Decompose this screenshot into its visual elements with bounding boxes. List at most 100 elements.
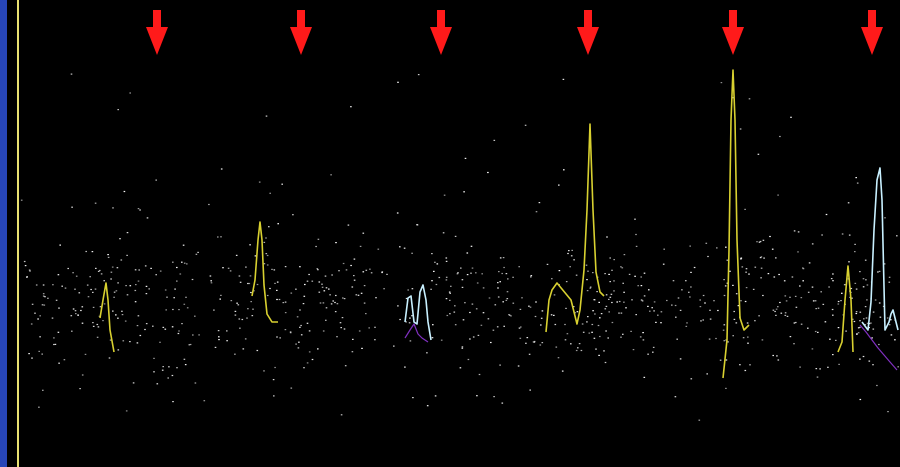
noise-dot (110, 271, 113, 273)
noise-dot (786, 315, 789, 317)
noise-dot (92, 325, 95, 327)
noise-dot (347, 224, 350, 226)
noise-dot (812, 300, 815, 302)
noise-dot (735, 322, 738, 324)
noise-dot (771, 248, 774, 250)
noise-dot (139, 209, 141, 211)
noise-dot (613, 280, 615, 282)
noise-dot (863, 318, 865, 320)
noise-dot (121, 314, 124, 316)
noise-dot (640, 276, 642, 278)
noise-dot (115, 314, 117, 316)
noise-dot (345, 269, 348, 271)
noise-dot (866, 299, 868, 301)
noise-dot (808, 262, 811, 264)
noise-dot (565, 307, 567, 309)
noise-dot (162, 366, 164, 368)
noise-dot (643, 295, 646, 297)
noise-dot (416, 224, 419, 226)
noise-dot (197, 251, 199, 253)
noise-dot (289, 332, 292, 334)
noise-dot (828, 286, 830, 288)
noise-dot (107, 254, 109, 256)
noise-dot (461, 346, 464, 348)
noise-dot (732, 284, 734, 286)
noise-dot (357, 294, 360, 296)
noise-dot (155, 274, 157, 276)
noise-dot (274, 282, 276, 284)
noise-dot (533, 341, 536, 343)
noise-dot (726, 282, 729, 284)
noise-dot (219, 298, 221, 300)
noise-dot (359, 245, 362, 247)
noise-dot (752, 288, 755, 290)
noise-dot (586, 279, 588, 281)
noise-dot (679, 309, 682, 311)
noise-dot (640, 285, 643, 287)
noise-dot (272, 379, 275, 381)
noise-dot (434, 395, 437, 397)
noise-dot (685, 280, 687, 282)
noise-dot (642, 339, 645, 341)
noise-dot (466, 252, 469, 254)
noise-dot (599, 335, 601, 338)
noise-dot (596, 291, 598, 293)
noise-dot (611, 269, 613, 271)
noise-dot (183, 262, 186, 264)
noise-dot (706, 373, 708, 375)
noise-dot (75, 313, 77, 315)
noise-dot (137, 208, 140, 210)
noise-dot (759, 240, 762, 243)
noise-dot (113, 291, 116, 293)
noise-dot (774, 310, 776, 313)
noise-dot (38, 406, 40, 408)
noise-dot (850, 287, 853, 290)
noise-dot (71, 330, 73, 332)
noise-dot (564, 323, 566, 326)
noise-dot (878, 270, 881, 272)
noise-dot (789, 336, 792, 338)
noise-dots (20, 73, 899, 421)
noise-dot (136, 342, 139, 344)
noise-dot (321, 286, 324, 288)
noise-dot (70, 73, 73, 75)
noise-dot (745, 268, 748, 270)
noise-dot (854, 282, 857, 284)
noise-dot (498, 271, 500, 273)
noise-dot (859, 358, 861, 360)
noise-dot (194, 315, 196, 317)
noise-dot (707, 255, 709, 258)
noise-dot (122, 340, 125, 342)
noise-dot (824, 321, 827, 323)
noise-dot (182, 244, 185, 246)
noise-dot (227, 267, 230, 269)
noise-dot (92, 306, 95, 308)
noise-dot (220, 168, 223, 170)
noise-dot (405, 297, 408, 300)
noise-dot (156, 383, 159, 385)
noise-dot (855, 288, 858, 290)
noise-dot (785, 300, 788, 302)
noise-dot (610, 293, 613, 295)
noise-dot (557, 357, 560, 359)
noise-dot (493, 396, 495, 398)
noise-dot (119, 238, 121, 240)
noise-dot (276, 298, 278, 301)
noise-dot (505, 273, 508, 275)
noise-dot (152, 325, 154, 327)
noise-dot (120, 259, 123, 261)
noise-dot (628, 273, 631, 275)
noise-dot (434, 261, 436, 263)
noise-dot (565, 281, 568, 283)
down-arrow-icon (290, 10, 312, 55)
noise-dot (817, 307, 820, 309)
noise-dot (501, 402, 504, 404)
noise-dot (499, 257, 502, 259)
noise-dot (723, 324, 726, 326)
noise-dot (524, 124, 527, 126)
noise-dot (604, 308, 607, 310)
noise-dot (186, 307, 189, 309)
noise-dot (600, 313, 603, 315)
noise-dot (580, 349, 583, 352)
noise-dot (726, 259, 729, 261)
